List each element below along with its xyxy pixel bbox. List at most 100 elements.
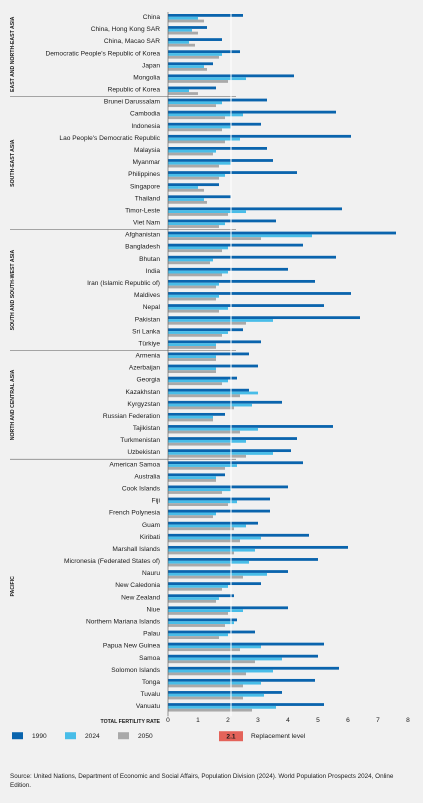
bar-2050 xyxy=(168,587,222,591)
bar-1990 xyxy=(168,521,258,525)
bar-1990 xyxy=(168,159,273,162)
country-label: Niue xyxy=(146,606,160,613)
source-note: Source: United Nations, Department of Ec… xyxy=(10,773,394,789)
bar-2024 xyxy=(168,645,261,649)
bar-1990 xyxy=(168,545,348,549)
country-label: Philippines xyxy=(128,171,161,178)
bar-2024 xyxy=(168,198,204,201)
bar-2050 xyxy=(168,648,240,652)
bar-2024 xyxy=(168,464,237,467)
bar-1990 xyxy=(168,618,237,622)
bar-2024 xyxy=(168,161,231,165)
bar-2024 xyxy=(168,633,228,637)
bar-1990 xyxy=(168,703,324,706)
bar-2024 xyxy=(168,403,252,407)
bar-1990 xyxy=(168,122,261,126)
bar-2050 xyxy=(168,249,222,253)
x-tick-label: 2 xyxy=(226,717,230,724)
x-tick-label: 8 xyxy=(406,717,410,724)
bar-1990 xyxy=(168,376,237,380)
x-tick-label: 7 xyxy=(376,717,380,724)
region-label: PACIFIC xyxy=(10,576,16,597)
country-label: Nepal xyxy=(143,304,161,311)
bar-1990 xyxy=(168,267,288,271)
bar-2024 xyxy=(168,234,312,238)
bar-2050 xyxy=(168,394,240,398)
bar-2050 xyxy=(168,92,198,95)
country-label: China, Hong Kong SAR xyxy=(91,26,161,33)
bar-2024 xyxy=(168,65,204,68)
bar-2024 xyxy=(168,186,198,189)
replacement-badge xyxy=(219,731,243,742)
bar-1990 xyxy=(168,678,315,682)
bar-2050 xyxy=(168,19,204,23)
bar-1990 xyxy=(168,425,333,428)
bar-1990 xyxy=(168,219,276,223)
bar-1990 xyxy=(168,642,324,646)
bar-2024 xyxy=(168,609,243,613)
bar-2024 xyxy=(168,306,228,310)
country-label: India xyxy=(146,268,161,275)
legend-swatch-2024 xyxy=(65,732,76,740)
x-tick-label: 5 xyxy=(316,717,320,724)
country-label: Papua New Guinea xyxy=(103,643,161,650)
bar-2024 xyxy=(168,705,276,709)
bar-2024 xyxy=(168,379,228,383)
bar-2024 xyxy=(168,693,264,697)
legend-label: 2024 xyxy=(85,733,100,740)
region-label: SOUTH AND SOUTH-WEST ASIA xyxy=(10,250,16,331)
bar-2050 xyxy=(168,708,252,712)
bar-2024 xyxy=(168,488,231,492)
country-label: Vanuatu xyxy=(136,703,160,710)
bar-2024 xyxy=(168,572,267,576)
bar-1990 xyxy=(168,449,291,453)
country-label: Thailand xyxy=(135,195,161,202)
bar-1990 xyxy=(168,485,288,489)
bar-2050 xyxy=(168,382,222,386)
legend-label: 1990 xyxy=(32,733,47,740)
bar-2024 xyxy=(168,548,255,552)
bar-1990 xyxy=(168,146,267,150)
country-label: Republic of Korea xyxy=(108,87,161,94)
bar-2050 xyxy=(168,599,216,603)
country-label: Marshall Islands xyxy=(112,546,160,553)
country-label: Uzbekistan xyxy=(127,449,160,456)
country-label: Singapore xyxy=(130,183,160,190)
bar-2024 xyxy=(168,77,246,81)
country-label: Indonesia xyxy=(131,123,160,130)
country-label: Pakistan xyxy=(135,316,161,323)
bar-2050 xyxy=(168,358,216,361)
country-label: Maldives xyxy=(134,292,161,299)
country-label: Tajikistan xyxy=(133,425,160,432)
country-label: Australia xyxy=(134,473,160,480)
country-label: Fiji xyxy=(152,498,161,505)
bar-2050 xyxy=(168,200,207,204)
bar-2050 xyxy=(168,213,228,216)
bar-1990 xyxy=(168,558,318,561)
country-label: Nauru xyxy=(142,570,160,577)
bar-1990 xyxy=(168,412,225,416)
bar-1990 xyxy=(168,231,396,235)
bar-2050 xyxy=(168,491,222,494)
bar-2050 xyxy=(168,309,219,313)
country-label: Turkmenistan xyxy=(120,437,160,444)
bar-2050 xyxy=(168,164,219,168)
bar-1990 xyxy=(168,509,270,513)
bar-2024 xyxy=(168,246,228,250)
bar-2024 xyxy=(168,585,228,588)
bar-2050 xyxy=(168,55,219,59)
country-label: Tuvalu xyxy=(140,691,160,698)
bar-2024 xyxy=(168,101,222,105)
bar-1990 xyxy=(168,98,267,102)
bar-1990 xyxy=(168,207,342,211)
bar-2024 xyxy=(168,319,273,322)
legend-label: 2050 xyxy=(138,733,153,740)
bar-2050 xyxy=(168,237,261,241)
country-label: Lao People's Democratic Republic xyxy=(59,135,160,142)
country-label: China, Macao SAR xyxy=(104,38,160,45)
country-label: Malaysia xyxy=(134,147,160,154)
bar-2050 xyxy=(168,636,219,639)
bar-1990 xyxy=(168,316,360,320)
bar-1990 xyxy=(168,582,261,586)
